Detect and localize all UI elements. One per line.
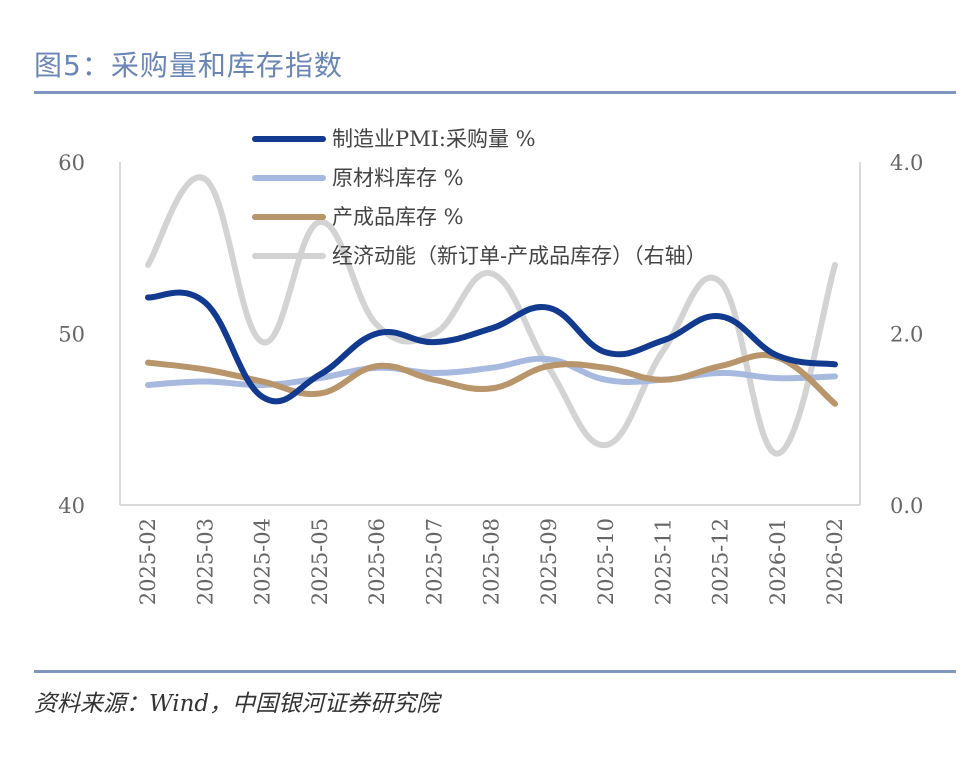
series-line-2	[145, 352, 838, 407]
x-tick-label: 2026-02	[823, 518, 847, 605]
left-tick-label: 50	[58, 323, 85, 347]
x-tick-label: 2025-09	[537, 518, 561, 605]
right-tick-label: 2.0	[890, 323, 923, 347]
series-line-3	[145, 174, 838, 457]
x-tick-label: 2025-07	[422, 518, 446, 605]
left-tick-label: 40	[58, 494, 85, 518]
x-tick-label: 2025-03	[193, 518, 217, 605]
x-tick-label: 2025-04	[251, 518, 275, 605]
x-tick-label: 2025-02	[136, 518, 160, 605]
series-line-1	[145, 355, 838, 388]
chart: 60 50 40 4.0 2.0 0.0 2025-02 2025-03 2025-04 2025…	[58, 127, 923, 605]
series-line-0	[145, 289, 838, 405]
x-tick-label: 2025-05	[308, 518, 332, 605]
legend-label-0: 制造业PMI:采购量 %	[332, 127, 536, 151]
right-tick-label: 0.0	[890, 494, 923, 518]
x-tick-label: 2025-10	[594, 518, 618, 605]
legend-label-3: 经济动能（新订单-产成品库存）（右轴）	[332, 244, 707, 268]
right-tick-label: 4.0	[890, 151, 923, 175]
x-tick-label: 2026-01	[766, 518, 790, 605]
legend-label-2: 产成品库存 %	[332, 205, 464, 229]
x-tick-label: 2025-12	[709, 518, 733, 605]
x-tick-label: 2025-08	[480, 518, 504, 605]
figure-title: 图5：采购量和库存指数	[34, 49, 343, 82]
left-tick-label: 60	[58, 151, 85, 175]
axes: 60 50 40 4.0 2.0 0.0 2025-02 2025-03 2025-04 2025…	[58, 151, 923, 605]
source-note: 资料来源：Wind，中国银河证券研究院	[34, 691, 440, 717]
top-divider	[34, 91, 956, 94]
legend-label-1: 原材料库存 %	[332, 166, 464, 190]
legend: 制造业PMI:采购量 % 原材料库存 % 产成品库存 % 经济动能（新订单-产成品库存…	[252, 127, 707, 268]
x-tick-label: 2025-11	[651, 518, 675, 605]
series-lines	[145, 174, 838, 457]
bottom-divider	[34, 670, 956, 673]
x-tick-label: 2025-06	[365, 518, 389, 605]
